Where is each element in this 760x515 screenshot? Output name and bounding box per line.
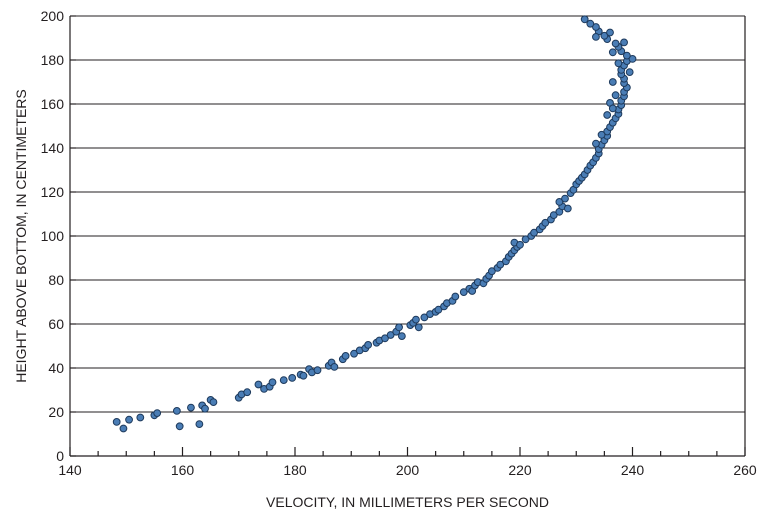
y-tick-label: 80 [48,272,64,288]
data-point [175,422,184,431]
data-point [608,104,617,113]
y-tick-label: 200 [41,8,65,24]
data-point [563,204,572,213]
data-point [112,418,121,426]
data-point [136,413,145,422]
data-point [313,366,322,375]
data-point [288,374,297,382]
data-point [364,341,373,349]
data-point [195,420,204,429]
data-point [592,33,600,41]
data-point [201,404,209,413]
data-point [172,407,181,415]
data-point [555,198,564,206]
x-tick-label: 180 [283,462,307,478]
x-tick-label: 160 [171,462,195,478]
x-tick-label: 220 [508,462,532,478]
x-axis-title: VELOCITY, IN MILLIMETERS PER SECOND [266,494,549,510]
data-point [608,48,617,57]
data-point [597,130,606,139]
data-point [243,388,252,397]
grid-layer [70,15,745,413]
data-point [611,91,620,100]
data-point [625,68,634,76]
data-point [614,59,623,68]
y-axis-title: HEIGHT ABOVE BOTTOM, IN CENTIMETERS [13,89,29,383]
data-point [254,380,263,389]
data-point [459,288,468,297]
y-tick-label: 180 [41,52,65,68]
y-tick-label: 120 [41,184,65,200]
data-point [451,292,460,301]
x-tick-label: 200 [396,462,420,478]
data-point [209,398,218,407]
data-point [608,78,617,86]
data-point [586,19,595,28]
data-point [611,39,620,48]
data-point [330,363,339,371]
data-point [386,331,395,339]
y-tick-label: 60 [48,316,64,332]
data-point [592,23,600,31]
data-point [414,323,423,332]
data-point [541,218,550,227]
data-point [603,111,612,119]
data-point [600,31,609,40]
data-point [628,55,637,63]
data-point [381,334,389,343]
axis-layer [69,15,746,457]
y-tick-label: 100 [41,228,65,244]
data-point [268,378,277,387]
data-point [496,260,505,269]
data-point [521,235,530,244]
data-point [350,349,358,358]
x-tick-label: 140 [58,462,82,478]
data-point [395,323,403,332]
data-point [592,139,600,148]
y-tick-label: 140 [41,140,65,156]
data-point [153,409,162,418]
data-point [606,28,614,37]
x-tick-label: 260 [733,462,757,478]
data-point [516,240,524,249]
data-point [125,415,133,424]
y-tick-label: 40 [48,360,64,376]
data-point [620,38,628,47]
data-point [119,424,128,433]
data-point [420,313,429,322]
data-point [561,194,569,203]
data-point [580,15,589,24]
data-point [187,403,195,412]
y-tick-label: 0 [56,448,64,464]
labels-layer: 140 160 180 200 220 240 260 0 20 40 60 80 100 120 140 1… [41,8,757,478]
x-tick-label: 240 [621,462,645,478]
data-point [622,51,631,60]
data-point [487,267,496,276]
points-layer [112,15,637,433]
data-point [299,371,308,380]
data-point [434,305,443,314]
data-point [397,332,406,341]
data-point [279,376,288,385]
data-point [412,315,420,324]
y-tick-label: 20 [48,404,64,420]
y-tick-label: 160 [41,96,65,112]
data-point [530,228,538,237]
data-point [549,211,558,220]
data-point [341,352,350,360]
